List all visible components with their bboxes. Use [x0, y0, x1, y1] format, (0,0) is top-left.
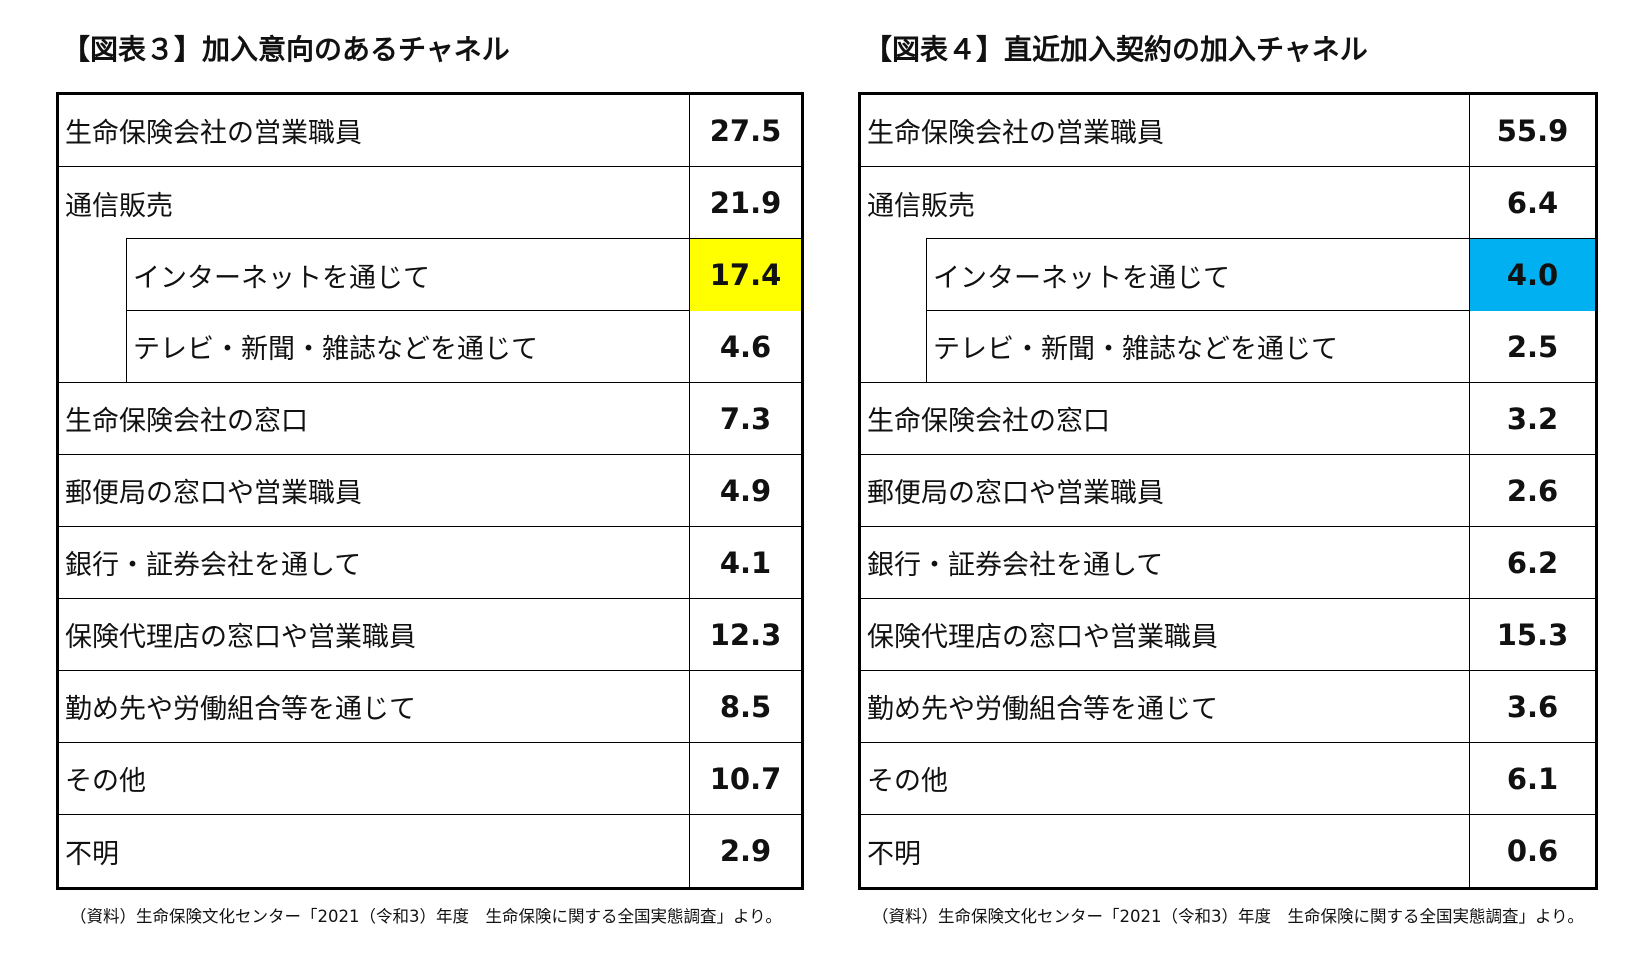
row-value: 15.3	[1469, 599, 1595, 670]
figure-4-source: （資料）生命保険文化センター「2021（令和3）年度 生命保険に関する全国実態調…	[872, 907, 1584, 926]
table-row: インターネットを通じて 4.0	[861, 239, 1595, 311]
row-label: 生命保険会社の営業職員	[867, 118, 1164, 149]
table-row: 銀行・証券会社を通して 4.1	[59, 527, 801, 599]
row-value: 27.5	[689, 95, 801, 166]
table-row: 保険代理店の窓口や営業職員 12.3	[59, 599, 801, 671]
highlighted-value-cell: 4.0	[1469, 239, 1595, 311]
highlighted-value-cell: 17.4	[689, 239, 801, 311]
table-row: 生命保険会社の窓口 3.2	[861, 383, 1595, 455]
table-row: 郵便局の窓口や営業職員 4.9	[59, 455, 801, 527]
row-value: 3.2	[1469, 383, 1595, 454]
row-value: 6.1	[1469, 743, 1595, 814]
row-value: 6.2	[1469, 527, 1595, 598]
row-label: テレビ・新聞・雑誌などを通じて	[926, 311, 1469, 382]
row-value: 2.6	[1469, 455, 1595, 526]
table-row: テレビ・新聞・雑誌などを通じて 2.5	[861, 311, 1595, 383]
row-value: 4.6	[689, 311, 801, 382]
row-value: 4.1	[689, 527, 801, 598]
row-label: 通信販売	[65, 190, 173, 222]
row-value: 2.5	[1469, 311, 1595, 382]
row-label: 銀行・証券会社を通して	[65, 550, 362, 581]
row-value: 2.9	[689, 815, 801, 887]
row-value: 10.7	[689, 743, 801, 814]
table-row: 生命保険会社の窓口 7.3	[59, 383, 801, 455]
row-label: その他	[65, 766, 146, 797]
row-value: 6.4	[1469, 167, 1595, 239]
row-label: インターネットを通じて	[126, 239, 689, 311]
row-label: 不明	[65, 838, 119, 870]
table-row: 通信販売 21.9	[59, 167, 801, 239]
row-label: その他	[867, 766, 948, 797]
row-label: 生命保険会社の窓口	[65, 406, 308, 437]
row-value: 7.3	[689, 383, 801, 454]
figure-3-title: 【図表３】加入意向のあるチャネル	[62, 33, 510, 66]
row-label: 保険代理店の窓口や営業職員	[65, 622, 416, 653]
table-row: 勤め先や労働組合等を通じて 8.5	[59, 671, 801, 743]
row-value: 3.6	[1469, 671, 1595, 742]
figure-3-table: 生命保険会社の営業職員 27.5 通信販売 21.9 インターネットを通じて 17.4 テレ…	[56, 92, 804, 890]
row-label: インターネットを通じて	[926, 239, 1469, 311]
row-label: 郵便局の窓口や営業職員	[867, 478, 1164, 509]
row-value: 4.9	[689, 455, 801, 526]
figure-4-title: 【図表４】直近加入契約の加入チャネル	[864, 33, 1368, 66]
row-value: 55.9	[1469, 95, 1595, 166]
row-label: テレビ・新聞・雑誌などを通じて	[126, 311, 689, 382]
row-label: 保険代理店の窓口や営業職員	[867, 622, 1218, 653]
table-row: その他 10.7	[59, 743, 801, 815]
table-row: 保険代理店の窓口や営業職員 15.3	[861, 599, 1595, 671]
row-value: 8.5	[689, 671, 801, 742]
table-row: 不明 2.9	[59, 815, 801, 887]
row-label: 勤め先や労働組合等を通じて	[867, 694, 1218, 725]
table-row: 銀行・証券会社を通して 6.2	[861, 527, 1595, 599]
table-row: 生命保険会社の営業職員 55.9	[861, 95, 1595, 167]
table-row: 不明 0.6	[861, 815, 1595, 887]
table-row: 勤め先や労働組合等を通じて 3.6	[861, 671, 1595, 743]
figure-3-source: （資料）生命保険文化センター「2021（令和3）年度 生命保険に関する全国実態調…	[70, 907, 782, 926]
row-value: 21.9	[689, 167, 801, 239]
row-label: 不明	[867, 838, 921, 870]
row-label: 勤め先や労働組合等を通じて	[65, 694, 416, 725]
table-row: その他 6.1	[861, 743, 1595, 815]
row-label: 銀行・証券会社を通して	[867, 550, 1164, 581]
row-value: 0.6	[1469, 815, 1595, 887]
table-row: 通信販売 6.4	[861, 167, 1595, 239]
row-value: 12.3	[689, 599, 801, 670]
row-label: 通信販売	[867, 190, 975, 222]
row-label: 郵便局の窓口や営業職員	[65, 478, 362, 509]
row-label: 生命保険会社の営業職員	[65, 118, 362, 149]
table-row: 生命保険会社の営業職員 27.5	[59, 95, 801, 167]
table-row: インターネットを通じて 17.4	[59, 239, 801, 311]
table-row: テレビ・新聞・雑誌などを通じて 4.6	[59, 311, 801, 383]
table-row: 郵便局の窓口や営業職員 2.6	[861, 455, 1595, 527]
figure-4-table: 生命保険会社の営業職員 55.9 通信販売 6.4 インターネットを通じて 4.0 テレビ・…	[858, 92, 1598, 890]
row-label: 生命保険会社の窓口	[867, 406, 1110, 437]
